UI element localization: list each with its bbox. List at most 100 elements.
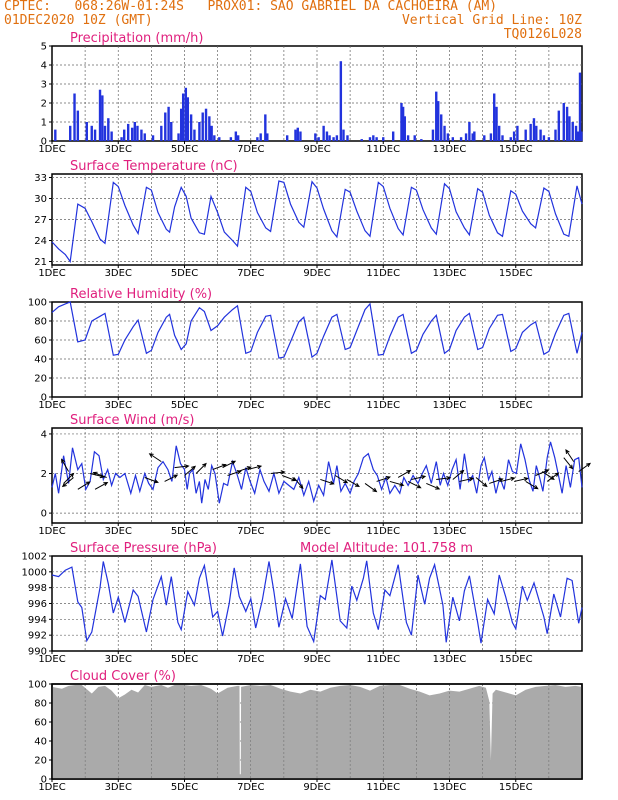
y-tick-label: 1 — [41, 118, 47, 129]
header-date: 01DEC2020 10Z (GMT) — [4, 13, 153, 28]
panel-2: 21 24 27 30 33 1DEC 3DEC 5DEC 7DEC 9DEC 11DEC 13DEC… — [34, 159, 583, 279]
wind-arrow — [475, 477, 488, 488]
precip-bar — [130, 127, 134, 141]
precip-bar — [443, 125, 446, 141]
precip-bar — [431, 129, 435, 141]
x-tick-label: 1DEC — [38, 526, 65, 537]
precip-bar — [189, 114, 193, 141]
precip-bar — [259, 133, 262, 141]
precip-bar — [471, 133, 474, 141]
precip-bar — [473, 131, 476, 141]
precip-bar — [136, 125, 139, 141]
precip-bar — [123, 129, 126, 141]
y-tick-label: 998 — [28, 583, 47, 594]
x-tick-label: 7DEC — [237, 526, 264, 537]
x-tick-label: 3DEC — [105, 400, 132, 411]
x-tick-label: 3DEC — [105, 782, 132, 793]
x-tick-label: 5DEC — [171, 526, 198, 537]
precip-bar — [133, 122, 137, 141]
y-tick-label: 4 — [41, 61, 47, 72]
wind-arrow — [364, 483, 378, 493]
x-tick-label: 7DEC — [237, 400, 264, 411]
panel-title: Precipitation (mm/h) — [70, 31, 203, 46]
precip-bar — [107, 118, 110, 141]
precip-bar — [335, 135, 339, 141]
wind-arrow — [77, 481, 91, 490]
header-location: CPTEC: 068:26W-01:24S PROX01: SAO GABRIE… — [4, 0, 498, 14]
wind-arrow — [222, 460, 237, 469]
wind-arrow — [535, 469, 550, 476]
wind-arrow — [546, 472, 560, 482]
y-tick-label: 40 — [34, 355, 47, 366]
wind-arrow — [148, 453, 162, 463]
y-tick-label: 80 — [34, 699, 47, 710]
wind-arrow — [489, 477, 504, 484]
precip-bar — [322, 125, 325, 141]
x-tick-label: 7DEC — [237, 268, 264, 279]
wind-arrow — [270, 470, 286, 475]
y-tick-label: 80 — [34, 317, 47, 328]
series-line — [51, 301, 583, 359]
panel-frame — [51, 683, 583, 780]
precip-bar — [126, 123, 130, 141]
precip-bar — [73, 93, 76, 141]
panel-6: 0 20 40 60 80 100 1DEC 3DEC 5DEC 7DEC 9DEC 11DEC 13D… — [28, 669, 583, 793]
y-tick-label: 24 — [34, 236, 47, 247]
precip-bar — [140, 129, 143, 141]
wind-arrow — [293, 477, 304, 490]
precip-bar — [181, 93, 185, 141]
x-tick-label: 13DEC — [433, 268, 467, 279]
wind-arrow — [459, 476, 475, 482]
x-tick-label: 3DEC — [105, 654, 132, 665]
wind-arrow — [92, 471, 107, 478]
x-tick-label: 13DEC — [433, 400, 467, 411]
precip-bar — [580, 131, 583, 141]
series-line — [51, 559, 583, 644]
y-tick-label: 994 — [28, 615, 47, 626]
precip-bar — [529, 123, 532, 141]
wind-arrow — [407, 480, 422, 489]
precip-bar — [524, 129, 527, 141]
x-tick-label: 5DEC — [171, 144, 198, 155]
wind-arrow — [164, 474, 179, 482]
precip-bar — [143, 133, 146, 141]
precip-bar — [339, 61, 343, 142]
precip-bar — [535, 125, 538, 141]
wind-arrow — [63, 472, 75, 484]
header: CPTEC: 068:26W-01:24S PROX01: SAO GABRIE… — [0, 0, 618, 46]
wind-arrow — [436, 475, 452, 481]
x-tick-label: 15DEC — [499, 782, 533, 793]
precip-bar — [512, 131, 516, 141]
panel-title: Surface Wind (m/s) — [70, 413, 194, 428]
precip-bar — [218, 137, 221, 141]
x-tick-label: 11DEC — [366, 268, 400, 279]
y-tick-label: 0 — [41, 509, 47, 520]
precip-bar — [256, 137, 259, 141]
precip-bar — [401, 106, 405, 141]
wind-arrow — [525, 481, 539, 490]
wind-arrow — [397, 469, 412, 478]
y-tick-label: 992 — [28, 631, 47, 642]
precip-bar — [497, 125, 501, 141]
precip-bar — [565, 106, 569, 141]
precip-bar — [574, 125, 578, 141]
x-tick-label: 1DEC — [38, 782, 65, 793]
x-tick-label: 13DEC — [433, 526, 467, 537]
x-tick-label: 9DEC — [303, 654, 330, 665]
y-tick-label: 0 — [41, 393, 47, 404]
precip-bar — [296, 127, 299, 141]
panel-5: 990 992 994 996 998 1000 1002 1DEC 3DEC 5DEC 7DEC 9… — [22, 541, 583, 665]
precip-bar — [234, 131, 238, 141]
precip-bar — [342, 129, 345, 141]
panel-1: 0 1 2 3 4 5 1DEC 3DEC 5DEC 7DEC 9DEC 11DEC 13DEC 15DE… — [38, 31, 583, 155]
precip-bar — [501, 135, 504, 141]
wind-arrow — [346, 479, 360, 487]
x-tick-label: 11DEC — [366, 782, 400, 793]
precip-bar — [236, 135, 240, 141]
precip-bar — [120, 137, 123, 141]
precip-bar — [264, 114, 267, 141]
precip-bar — [420, 139, 423, 141]
wind-arrow — [61, 477, 74, 488]
x-tick-label: 11DEC — [366, 526, 400, 537]
precip-bar — [69, 125, 72, 141]
